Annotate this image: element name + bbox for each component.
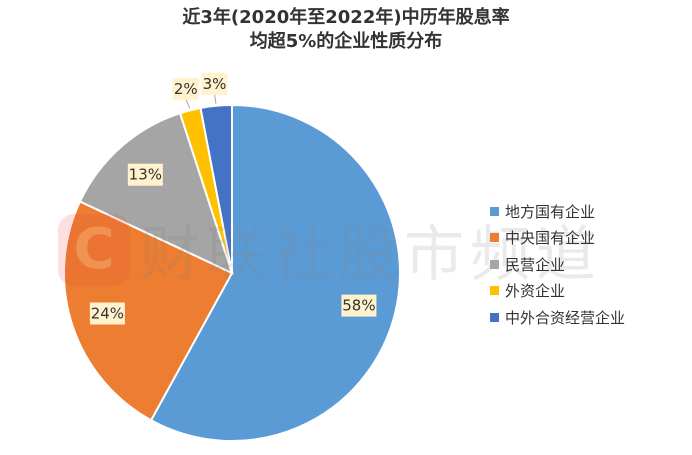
legend-swatch [490,259,499,269]
pie-slice-5 [199,103,233,274]
data-label-leader-5 [214,93,217,104]
legend-label: 中外合资经营企业 [505,308,626,327]
data-label-1: 58% [342,297,375,315]
data-label-5: 3% [203,75,227,93]
legend-swatch [490,233,499,243]
legend-swatch [490,312,499,322]
data-label-leader-4 [185,98,191,109]
data-label-4: 2% [174,80,198,98]
chart-title-line-1: 近3年(2020年至2022年)中历年股息率 [182,7,510,28]
legend-label: 地方国有企业 [505,202,596,221]
data-label-2: 24% [91,304,124,322]
pie-slice-1 [149,103,401,442]
data-label-box-2 [89,302,125,325]
data-label-3: 13% [129,166,162,184]
legend-item-5: 中外合资经营企业 [490,304,625,331]
legend-label: 中央国有企业 [505,229,596,248]
pie-slice-3 [78,111,234,275]
legend-item-4: 外资企业 [490,278,625,305]
chart-legend: 地方国有企业 中央国有企业 民营企业外资企业中外合资经营企业 [490,198,625,331]
pie-slice-2 [63,200,234,422]
legend-item-3: 民营企业 [490,251,625,278]
legend-label: 外资企业 [505,282,566,301]
data-label-box-4 [172,77,199,100]
legend-item-1: 地方国有企业 [490,198,625,225]
chart-title: 近3年(2020年至2022年)中历年股息率 均超5%的企业性质分布 [0,6,692,54]
data-label-box-3 [127,163,163,186]
data-label-box-1 [341,294,377,317]
legend-swatch [490,286,499,296]
data-label-box-5 [201,72,228,95]
legend-swatch [490,206,499,216]
chart-title-line-2: 均超5%的企业性质分布 [249,31,443,52]
legend-label: 民营企业 [505,255,566,274]
legend-item-2: 中央国有企业 [490,225,625,252]
